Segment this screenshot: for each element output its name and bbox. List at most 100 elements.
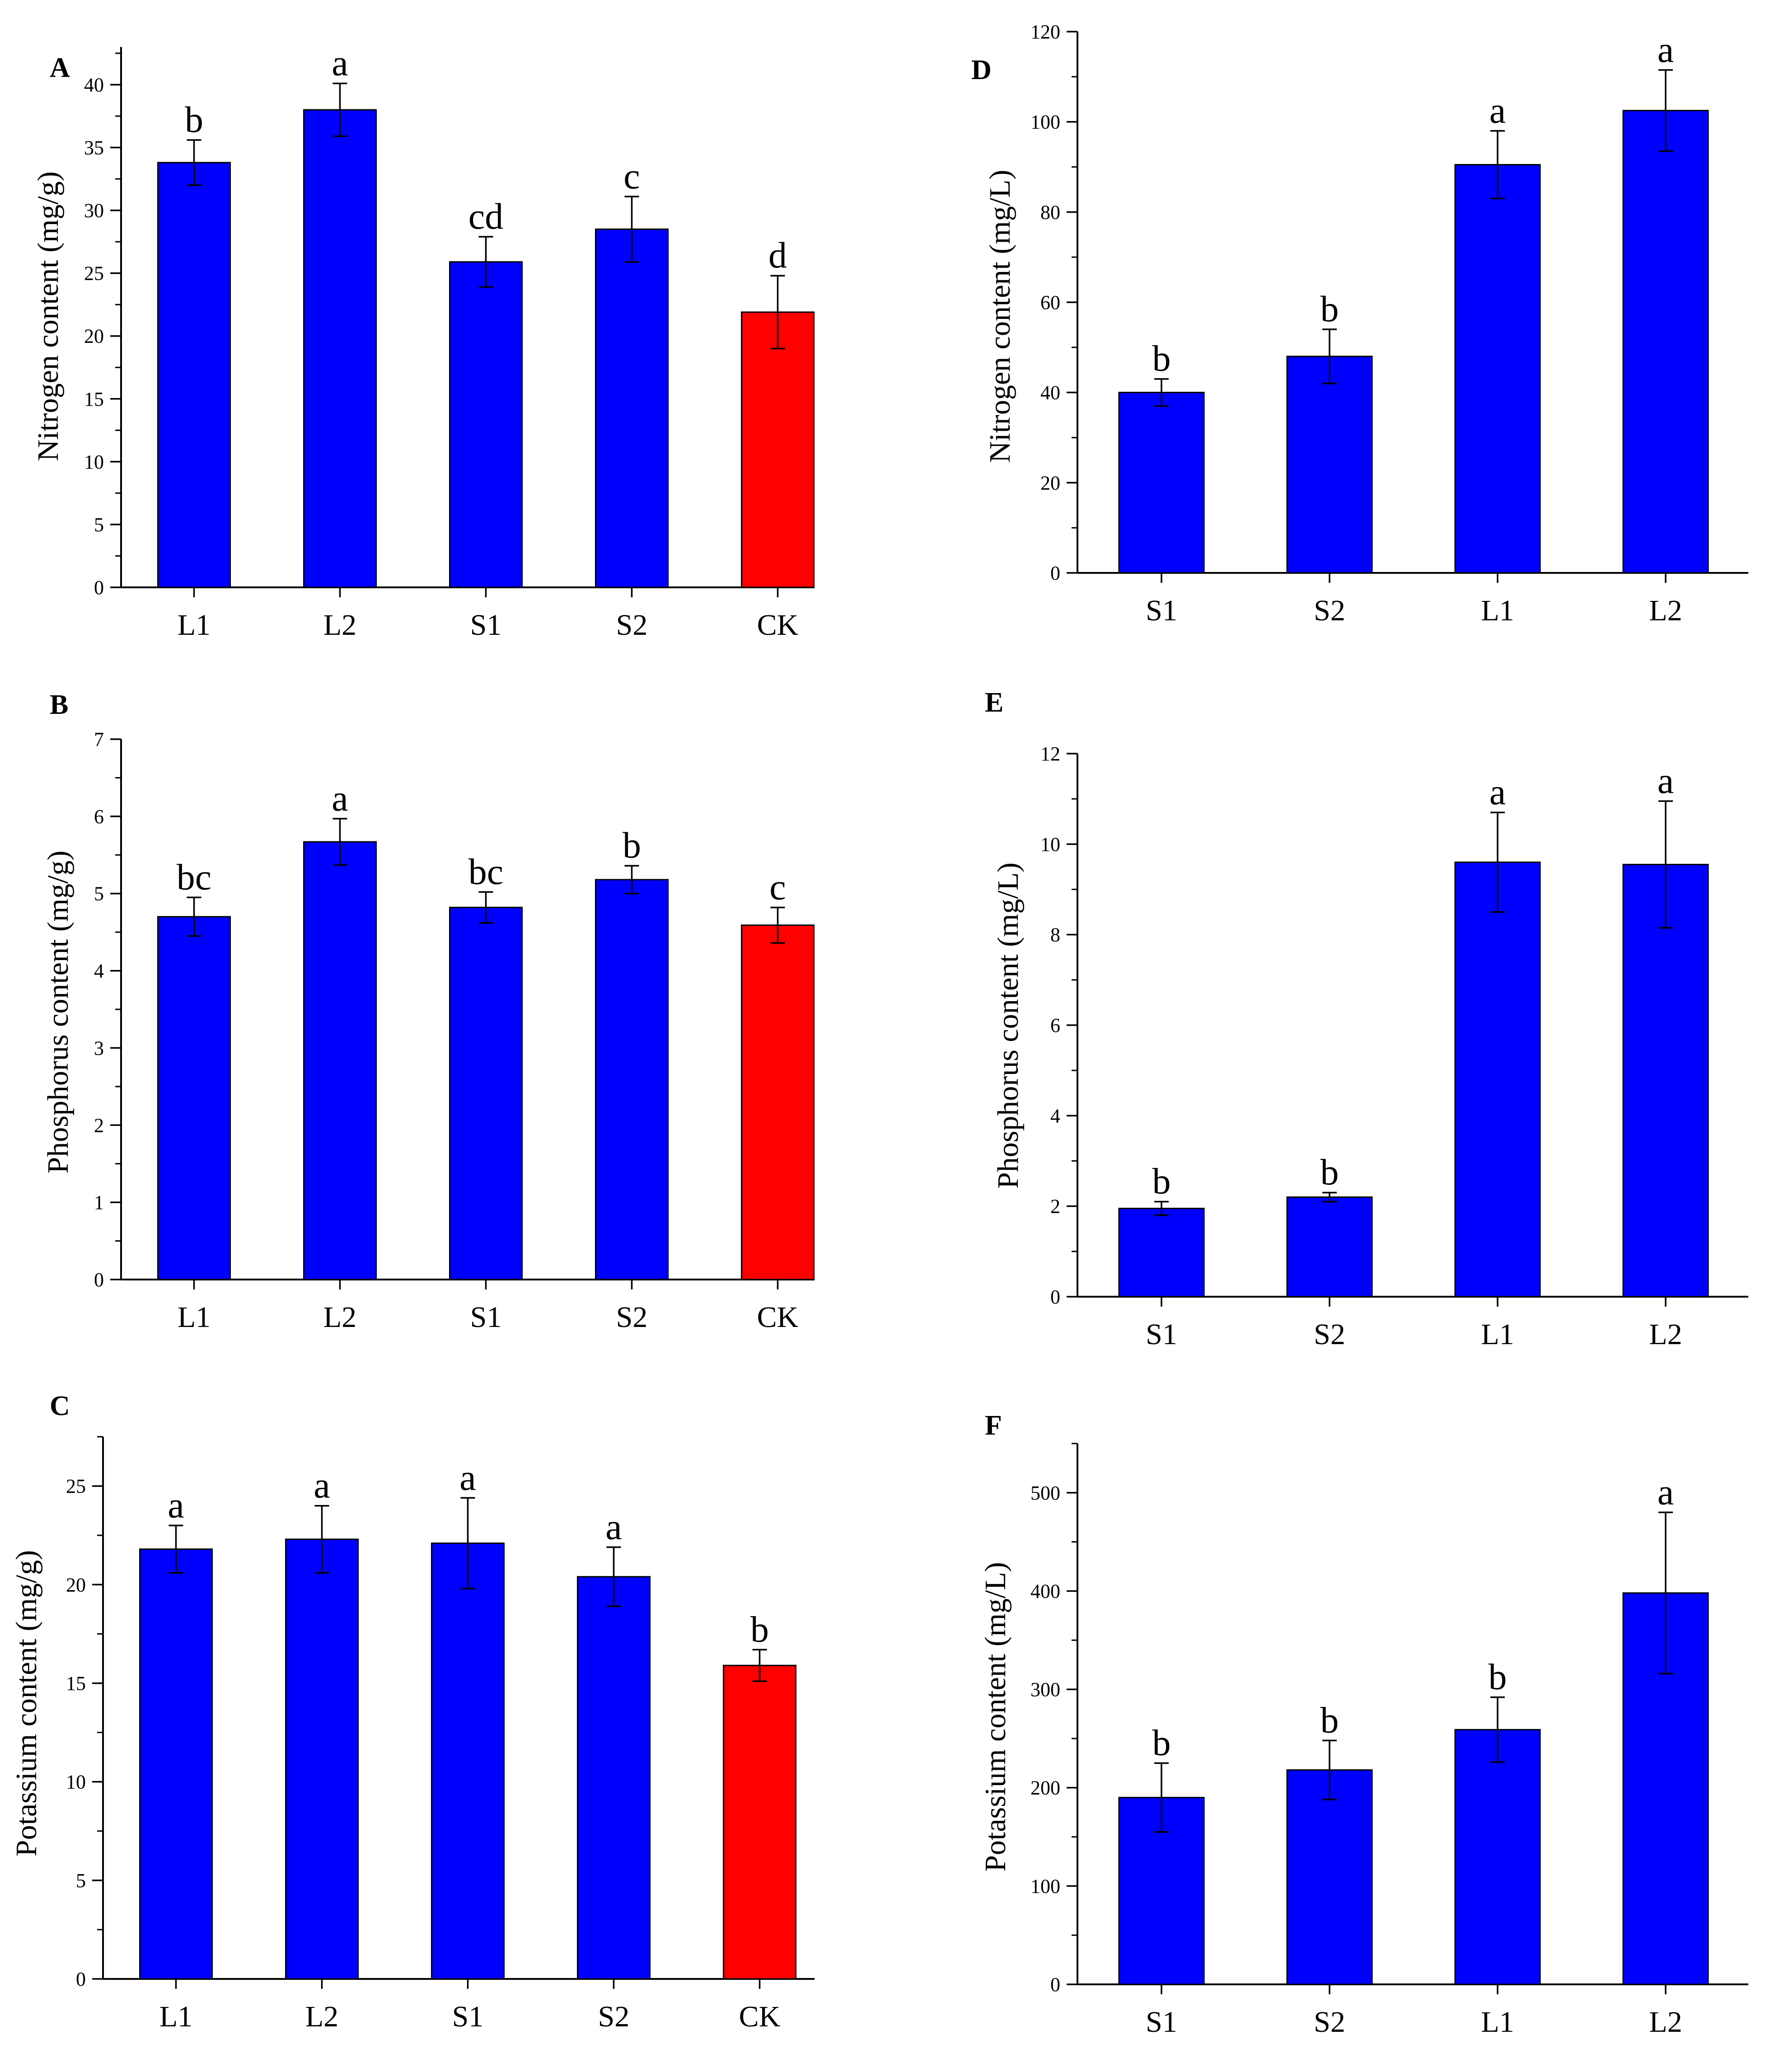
significance-letter: b (185, 99, 203, 140)
y-tick-label: 4 (94, 960, 104, 982)
x-tick-label: S2 (1314, 594, 1345, 627)
y-axis-title: Phosphorus content (mg/L) (992, 863, 1025, 1189)
y-tick-label: 120 (1030, 21, 1060, 43)
y-tick-label: 60 (1040, 291, 1060, 314)
significance-letter: b (1320, 288, 1339, 329)
panel-label: E (985, 687, 1003, 718)
bar-s2 (1286, 1769, 1373, 1985)
panel-label: C (50, 1391, 70, 1421)
x-tick-label: L2 (1649, 2006, 1682, 2039)
significance-letter: a (459, 1457, 476, 1498)
bar-ck (723, 1664, 796, 1980)
panel-label: D (971, 55, 992, 85)
y-axis-title: Potassium content (mg/g) (10, 1550, 43, 1856)
y-tick-label: 400 (1030, 1580, 1060, 1602)
y-tick-label: 5 (94, 883, 104, 905)
y-tick-label: 5 (76, 1870, 86, 1892)
x-tick-label: S2 (616, 1301, 648, 1334)
y-tick-label: 40 (1040, 382, 1060, 404)
x-tick-label: S2 (598, 2000, 630, 2033)
y-tick-label: 0 (1050, 562, 1060, 584)
bar-s2 (1286, 1196, 1373, 1298)
significance-letter: bc (468, 851, 503, 892)
significance-letter: b (623, 825, 641, 866)
significance-letter: c (769, 866, 786, 907)
bar-ck (741, 924, 815, 1280)
y-tick-label: 0 (94, 1269, 104, 1291)
significance-letter: b (1152, 338, 1171, 379)
x-tick-label: L1 (1481, 594, 1514, 627)
x-tick-label: S1 (1146, 1318, 1177, 1351)
y-tick-label: 300 (1030, 1678, 1060, 1701)
bar-l2 (303, 841, 377, 1280)
significance-letter: a (332, 778, 348, 819)
bar-s1 (1118, 392, 1205, 574)
y-tick-label: 100 (1030, 111, 1060, 133)
x-tick-label: S1 (470, 1301, 502, 1334)
y-tick-label: 10 (1040, 833, 1060, 855)
significance-letter: bc (177, 856, 211, 897)
significance-letter: b (1152, 1161, 1171, 1202)
x-tick-label: L1 (159, 2000, 192, 2033)
y-tick-label: 10 (84, 451, 104, 473)
x-tick-label: L1 (1481, 1318, 1514, 1351)
y-tick-label: 100 (1030, 1875, 1060, 1897)
x-tick-label: CK (757, 609, 799, 642)
x-tick-label: L2 (1649, 594, 1682, 627)
bar-l1 (1454, 1729, 1541, 1985)
x-tick-label: CK (757, 1301, 799, 1334)
y-tick-label: 6 (1050, 1014, 1060, 1036)
bar-l1 (139, 1548, 213, 1980)
bar-s1 (431, 1542, 505, 1980)
bar-s2 (595, 228, 669, 588)
significance-letter: a (332, 42, 348, 84)
y-tick-label: 4 (1050, 1105, 1060, 1127)
significance-letter: d (768, 234, 787, 276)
bar-l1 (1454, 861, 1541, 1298)
y-tick-label: 15 (84, 388, 104, 410)
chart-panel-a: A 0 5 10 15 20 25 30 35 40 Nitrogen content (mg/g)… (32, 42, 815, 642)
y-tick-label: 35 (84, 137, 104, 159)
bar-l1 (157, 162, 231, 588)
y-axis-title: Nitrogen content (mg/L) (983, 170, 1016, 463)
significance-letter: a (314, 1465, 330, 1506)
y-tick-label: 12 (1040, 743, 1060, 765)
significance-letter: a (1658, 1471, 1674, 1512)
y-tick-label: 20 (1040, 472, 1060, 494)
x-tick-label: L2 (305, 2000, 338, 2033)
x-tick-label: S2 (1314, 1318, 1345, 1351)
y-tick-label: 0 (76, 1968, 86, 1990)
significance-letter: c (623, 155, 640, 197)
significance-letter: a (168, 1484, 184, 1525)
x-tick-label: S1 (1146, 594, 1177, 627)
y-tick-label: 20 (84, 325, 104, 347)
y-tick-label: 2 (1050, 1195, 1060, 1218)
x-tick-label: S1 (470, 609, 502, 642)
chart-panel-c: C 0 5 10 15 20 25 Potassium content (mg/g) L1 a L2… (10, 1391, 815, 2033)
panel-label: F (985, 1410, 1002, 1441)
x-tick-label: L2 (1649, 1318, 1682, 1351)
panel-label: A (50, 52, 70, 83)
significance-letter: a (1658, 29, 1674, 70)
y-tick-label: 3 (94, 1037, 104, 1059)
y-tick-label: 15 (66, 1672, 86, 1694)
panel-label: B (50, 689, 68, 720)
bar-s1 (449, 906, 523, 1280)
significance-letter: b (1320, 1699, 1339, 1740)
y-tick-label: 0 (1050, 1286, 1060, 1308)
bar-s1 (449, 261, 523, 588)
y-tick-label: 30 (84, 200, 104, 222)
significance-letter: b (750, 1608, 769, 1650)
x-tick-label: S1 (452, 2000, 484, 2033)
y-tick-label: 1 (94, 1191, 104, 1214)
significance-letter: b (1152, 1722, 1171, 1763)
bar-l2 (1622, 863, 1709, 1298)
y-tick-label: 40 (84, 74, 104, 96)
bar-l2 (1622, 110, 1709, 574)
bar-s2 (577, 1576, 651, 1980)
significance-letter: cd (468, 196, 503, 237)
y-tick-label: 8 (1050, 924, 1060, 946)
bar-l2 (285, 1538, 359, 1980)
y-axis-title: Phosphorus content (mg/g) (42, 851, 75, 1174)
y-tick-label: 20 (66, 1574, 86, 1596)
